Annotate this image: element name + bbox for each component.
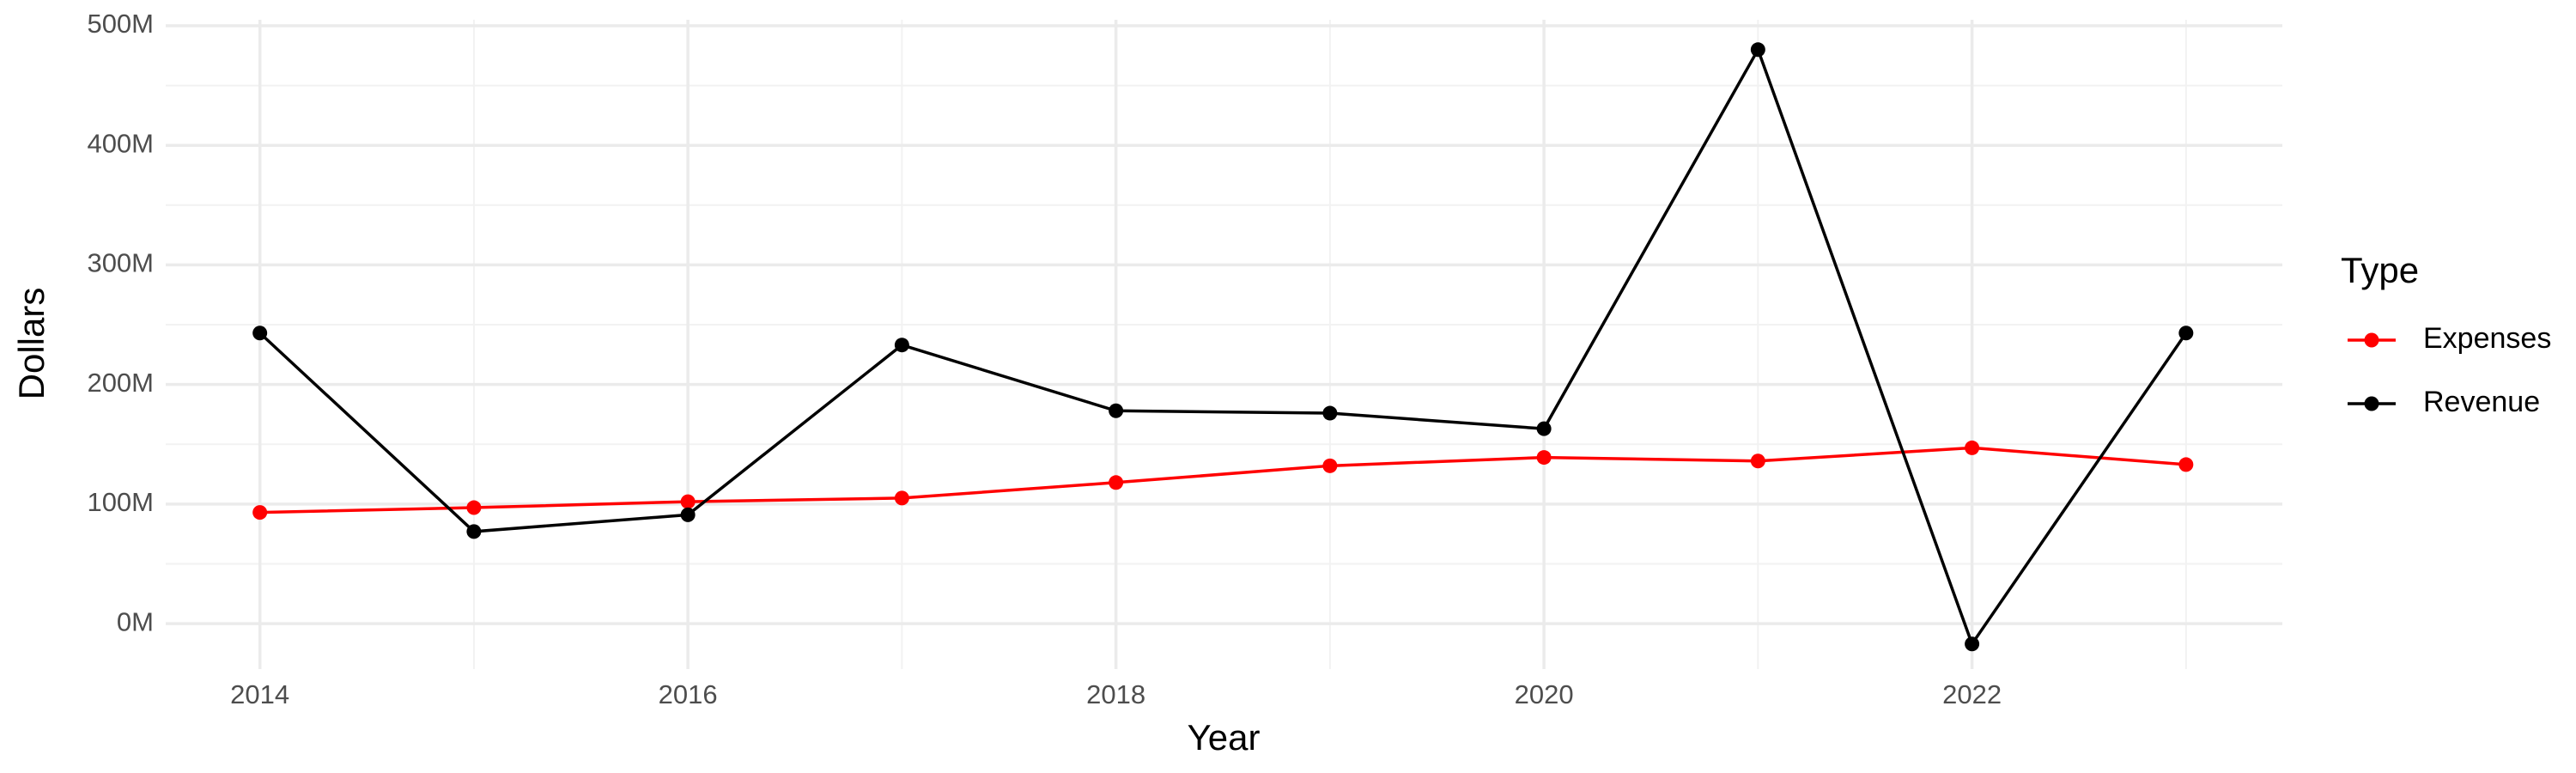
- data-point: [1750, 453, 1765, 469]
- legend-label: Expenses: [2423, 322, 2551, 355]
- data-point: [894, 338, 909, 353]
- y-tick-label: 300M: [87, 248, 154, 278]
- data-point: [2178, 457, 2194, 472]
- y-axis-title: Dollars: [11, 288, 52, 400]
- y-tick-label: 400M: [87, 128, 154, 158]
- data-point: [1109, 475, 1124, 490]
- x-tick-label: 2018: [1086, 679, 1145, 709]
- legend-marker: [2364, 396, 2379, 411]
- x-tick-label: 2020: [1515, 679, 1574, 709]
- data-point: [680, 507, 696, 522]
- data-point: [1536, 450, 1552, 466]
- y-tick-label: 0M: [117, 606, 154, 636]
- data-point: [1322, 458, 1338, 473]
- data-point: [894, 490, 909, 506]
- data-point: [1965, 636, 1980, 652]
- series-line: [258, 46, 2188, 648]
- data-point: [466, 524, 482, 539]
- data-point: [680, 494, 696, 509]
- series-line: [259, 446, 2186, 514]
- data-point: [1750, 42, 1765, 58]
- legend-marker: [2364, 332, 2379, 348]
- legend-label: Revenue: [2423, 386, 2540, 418]
- data-point: [252, 326, 268, 341]
- y-tick-label: 200M: [87, 368, 154, 398]
- data-point: [252, 505, 268, 520]
- legend-title: Type: [2341, 250, 2419, 290]
- data-point: [1965, 440, 1980, 455]
- data-point: [1536, 421, 1552, 436]
- x-tick-label: 2022: [1942, 679, 2002, 709]
- x-tick-label: 2016: [659, 679, 718, 709]
- x-tick-label: 2014: [230, 679, 289, 709]
- data-point: [1109, 403, 1124, 418]
- x-axis-title: Year: [1188, 717, 1261, 758]
- data-point: [1322, 405, 1338, 421]
- y-tick-label: 100M: [87, 487, 154, 517]
- y-tick-label: 500M: [87, 9, 154, 39]
- data-point: [466, 500, 482, 515]
- data-point: [2178, 326, 2194, 341]
